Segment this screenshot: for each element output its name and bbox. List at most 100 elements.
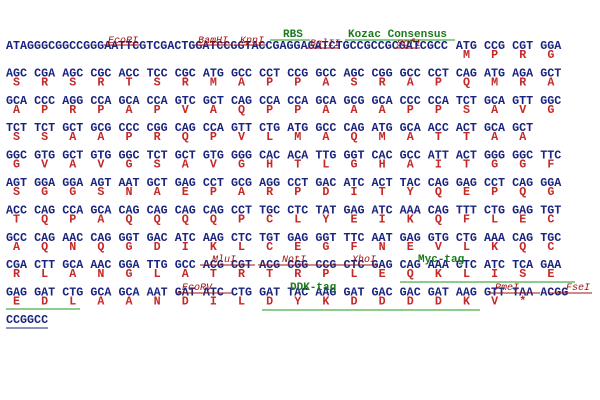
amino-acid: P (294, 103, 301, 117)
amino-acid: R (294, 267, 301, 281)
amino-acid: K (407, 212, 415, 226)
amino-acid: P (126, 130, 133, 144)
codon: CGA (34, 66, 56, 80)
amino-acid: E (13, 295, 20, 309)
codon: GGC (512, 149, 533, 163)
codon: GCA (315, 94, 337, 108)
codon: CAG (34, 203, 55, 217)
codon: CCC (118, 121, 139, 135)
codon: GCA (484, 121, 506, 135)
amino-acid: L (491, 212, 498, 226)
amino-acid: G (547, 103, 554, 117)
amino-acid: N (379, 240, 386, 254)
codon: CGG (147, 121, 168, 135)
codon: GCA (62, 258, 84, 272)
amino-acid: R (182, 75, 189, 89)
amino-acid: T (435, 130, 442, 144)
codon: GAG (175, 176, 196, 190)
codon: GCA (6, 94, 28, 108)
amino-acid: A (519, 130, 527, 144)
amino-acid: P (435, 75, 442, 89)
codon: TTG (315, 149, 336, 163)
codon: GCC (6, 231, 27, 245)
amino-acid: D (435, 295, 442, 309)
codon: AAA (484, 231, 506, 245)
amino-acid: L (69, 295, 76, 309)
amino-acid: L (463, 267, 470, 281)
amino-acid: Q (463, 75, 470, 89)
codon: AAG (456, 286, 477, 300)
codon: ATC (343, 176, 364, 190)
codon: CAG (147, 203, 168, 217)
amino-acid: L (350, 267, 357, 281)
codon: CTG (231, 286, 252, 300)
amino-acid: Q (182, 130, 189, 144)
codon: GCT (512, 121, 533, 135)
amino-acid: F (547, 158, 554, 172)
amino-acid: Q (238, 103, 245, 117)
amino-acid: S (350, 75, 357, 89)
amino-acid: D (350, 295, 357, 309)
amino-acid: Y (407, 185, 414, 199)
amino-acid: A (69, 267, 77, 281)
amino-acid: E (407, 240, 414, 254)
amino-acid: P (69, 212, 76, 226)
amino-acid: Q (210, 212, 217, 226)
amino-acid: A (210, 103, 218, 117)
codon: CCA (90, 94, 112, 108)
codon: TGC (540, 231, 561, 245)
codon: GCA (400, 121, 422, 135)
codon: AGT (6, 176, 27, 190)
amino-acid: M (210, 75, 217, 89)
codon: AGT (90, 176, 111, 190)
amino-acid: G (126, 267, 133, 281)
amino-acid: T (13, 212, 20, 226)
amino-acid: A (69, 158, 77, 172)
amino-acid: A (322, 130, 330, 144)
amino-acid: K (210, 240, 218, 254)
codon: AGA (512, 66, 534, 80)
amino-acid: S (154, 158, 161, 172)
amino-acid: S (154, 75, 161, 89)
amino-acid: S (13, 75, 20, 89)
codon: GCA (372, 94, 394, 108)
codon: ACT (456, 149, 477, 163)
amino-acid: R (41, 75, 48, 89)
amino-acid: F (350, 240, 357, 254)
codon: CGC (90, 66, 111, 80)
amino-acid: P (238, 212, 245, 226)
amino-acid: R (97, 75, 104, 89)
amino-acid: I (491, 267, 498, 281)
amino-acid: E (547, 267, 554, 281)
amino-acid: G (41, 185, 48, 199)
codon: GAG (512, 203, 533, 217)
tag-label: DDK-tag (290, 282, 336, 294)
amino-acid: A (322, 103, 330, 117)
codon: CCA (428, 94, 450, 108)
amino-acid: G (126, 240, 133, 254)
amino-acid: K (435, 267, 443, 281)
amino-acid: S (13, 185, 20, 199)
amino-acid: A (407, 130, 415, 144)
amino-acid: A (126, 295, 134, 309)
amino-acid: R (154, 130, 161, 144)
amino-acid: * (519, 295, 526, 309)
amino-acid: A (13, 103, 21, 117)
amino-acid: S (13, 130, 20, 144)
codon: CCA (147, 94, 169, 108)
amino-acid: D (407, 295, 414, 309)
amino-acid: C (266, 240, 273, 254)
codon: TCT (456, 94, 477, 108)
codon: GAC (147, 231, 168, 245)
amino-acid: L (294, 212, 301, 226)
enzyme-label: NotI (282, 255, 306, 266)
enzyme-label: SgfI (397, 38, 421, 50)
codon: AAA (428, 258, 450, 272)
codon: GGC (540, 94, 561, 108)
codon: CCT (484, 176, 505, 190)
amino-acid: A (407, 75, 415, 89)
codon: GTT (231, 121, 252, 135)
codon: CAG (203, 203, 224, 217)
codon: GTC (175, 94, 196, 108)
amino-acid: D (154, 240, 161, 254)
